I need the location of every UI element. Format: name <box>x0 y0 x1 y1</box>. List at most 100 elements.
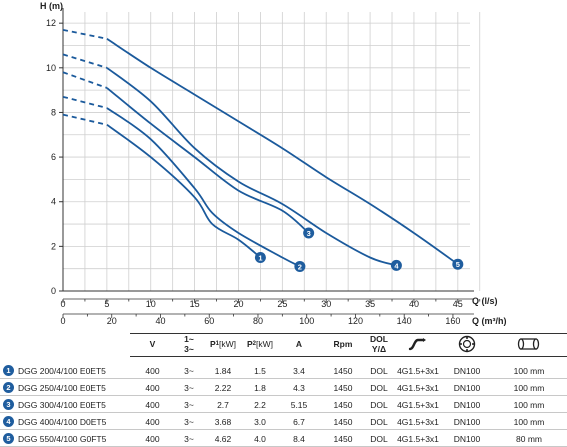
curve-4-dashed-start <box>62 53 108 69</box>
dn-cell: DN100 <box>453 416 481 427</box>
dol-cell: DOL <box>370 399 388 410</box>
header-voltage: V <box>149 339 156 349</box>
x2-axis-title: Q (m³/h) <box>472 316 507 326</box>
curve-2 <box>106 107 301 268</box>
header-current: A <box>295 339 303 349</box>
p2-cell: 3.0 <box>254 416 266 427</box>
dn-cell: DN100 <box>453 382 481 393</box>
table-row: 3 DGG 300/4/100 E0ET5 400 3~ 2.7 2.2 5.15 1450 D… <box>0 396 567 413</box>
curve-1-dashed-start <box>62 113 108 126</box>
x2-tick-label: 60 <box>204 316 214 326</box>
x-tick-label: 40 <box>409 299 419 309</box>
x-tick-label: 15 <box>190 299 200 309</box>
y-tick-label: 8 <box>51 107 56 117</box>
curve-3-dashed-start <box>62 71 108 89</box>
x2-tick-label: 100 <box>299 316 314 326</box>
curve-5-dashed-start <box>62 28 108 40</box>
curve-3-marker <box>303 227 315 239</box>
x2-tick-label: 40 <box>155 316 165 326</box>
p1-cell: 3.68 <box>214 416 232 427</box>
header-dol: DOL <box>370 334 388 344</box>
model-cell: 2 DGG 250/4/100 E0ET5 <box>0 379 130 396</box>
cable-icon <box>393 326 443 362</box>
phase-cell: 3~ <box>184 365 194 376</box>
p1-cell: 2.7 <box>217 399 229 410</box>
size-cell: 100 mm <box>513 382 545 393</box>
x2-tick-label: 140 <box>397 316 412 326</box>
x-tick-label: 30 <box>321 299 331 309</box>
header-star-delta: Y/Δ <box>371 344 387 354</box>
curve-4-label: 4 <box>394 261 399 270</box>
curve-number-badge: 2 <box>3 382 14 393</box>
size-cell: 100 mm <box>513 416 545 427</box>
y-tick-label: 4 <box>51 197 56 207</box>
v-cell: 400 <box>145 365 160 376</box>
curve-3 <box>106 87 310 234</box>
model-name: DGG 200/4/100 E0ET5 <box>18 365 106 376</box>
v-cell: 400 <box>145 382 160 393</box>
phase-cell: 3~ <box>184 416 194 427</box>
p2-cell: 1.5 <box>254 365 266 376</box>
phase-cell: 3~ <box>184 382 194 393</box>
y-tick-label: 2 <box>51 241 56 251</box>
header-phase: 1~ 3~ <box>175 326 203 362</box>
x-tick-label: 10 <box>146 299 156 309</box>
curve-2-marker <box>294 260 306 272</box>
p2-cell: 1.8 <box>254 382 266 393</box>
x-axis-title: Q (l/s) <box>472 296 498 306</box>
curve-3-label: 3 <box>307 229 311 238</box>
model-name: DGG 300/4/100 E0ET5 <box>18 399 106 410</box>
x-tick-label: 20 <box>233 299 243 309</box>
y-tick-label: 0 <box>51 286 56 296</box>
x-tick-label: 45 <box>453 299 463 309</box>
model-name: DGG 400/4/100 D0ET5 <box>18 416 107 427</box>
x-tick-label: 0 <box>60 299 65 309</box>
v-cell: 400 <box>145 416 160 427</box>
a-cell: 5.15 <box>290 399 308 410</box>
pipe-size-icon <box>491 326 567 362</box>
model-cell: 4 DGG 400/4/100 D0ET5 <box>0 413 130 430</box>
header-phase-three: 3~ <box>184 344 194 354</box>
cable-cell: 4G1.5+3x1 <box>397 399 439 410</box>
y-tick-label: 12 <box>46 18 56 28</box>
x2-tick-label: 120 <box>348 316 363 326</box>
model-cell: 3 DGG 300/4/100 E0ET5 <box>0 396 130 413</box>
rpm-cell: 1450 <box>333 382 353 393</box>
table-row: 5 DGG 550/4/100 G0FT5 400 3~ 4.62 4.0 8.4 1450 D… <box>0 430 567 447</box>
x2-tick-label: 80 <box>253 316 263 326</box>
y-tick-label: 10 <box>46 63 56 73</box>
dol-cell: DOL <box>370 365 388 376</box>
curve-2-dashed-start <box>62 95 108 109</box>
model-cell: 1 DGG 200/4/100 E0ET5 <box>0 362 130 379</box>
size-cell: 100 mm <box>513 399 545 410</box>
cable-cell: 4G1.5+3x1 <box>397 382 439 393</box>
header-phase-single: 1~ <box>184 334 194 344</box>
cable-cell: 4G1.5+3x1 <box>397 416 439 427</box>
a-cell: 3.4 <box>293 365 305 376</box>
rpm-cell: 1450 <box>333 399 353 410</box>
size-cell: 80 mm <box>516 433 542 444</box>
p1-cell: 4.62 <box>214 433 232 444</box>
model-name: DGG 550/4/100 G0FT5 <box>18 433 107 444</box>
model-name: DGG 250/4/100 E0ET5 <box>18 382 106 393</box>
x-tick-label: 25 <box>277 299 287 309</box>
table-row: 4 DGG 400/4/100 D0ET5 400 3~ 3.68 3.0 6.7 1450 D… <box>0 413 567 430</box>
a-cell: 8.4 <box>293 433 305 444</box>
x2-tick-label: 0 <box>60 316 65 326</box>
curve-5-label: 5 <box>456 260 460 269</box>
x2-tick-label: 160 <box>445 316 460 326</box>
dn-cell: DN100 <box>453 399 481 410</box>
curve-1 <box>106 123 261 259</box>
p2-cell: 2.2 <box>254 399 266 410</box>
dn-cell: DN100 <box>453 433 481 444</box>
curve-number-badge: 3 <box>3 399 14 410</box>
a-cell: 6.7 <box>293 416 305 427</box>
header-starter: DOL Y/Δ <box>365 326 393 362</box>
curve-1-label: 1 <box>258 254 262 263</box>
a-cell: 4.3 <box>293 382 305 393</box>
rpm-cell: 1450 <box>333 433 353 444</box>
phase-cell: 3~ <box>184 399 194 410</box>
